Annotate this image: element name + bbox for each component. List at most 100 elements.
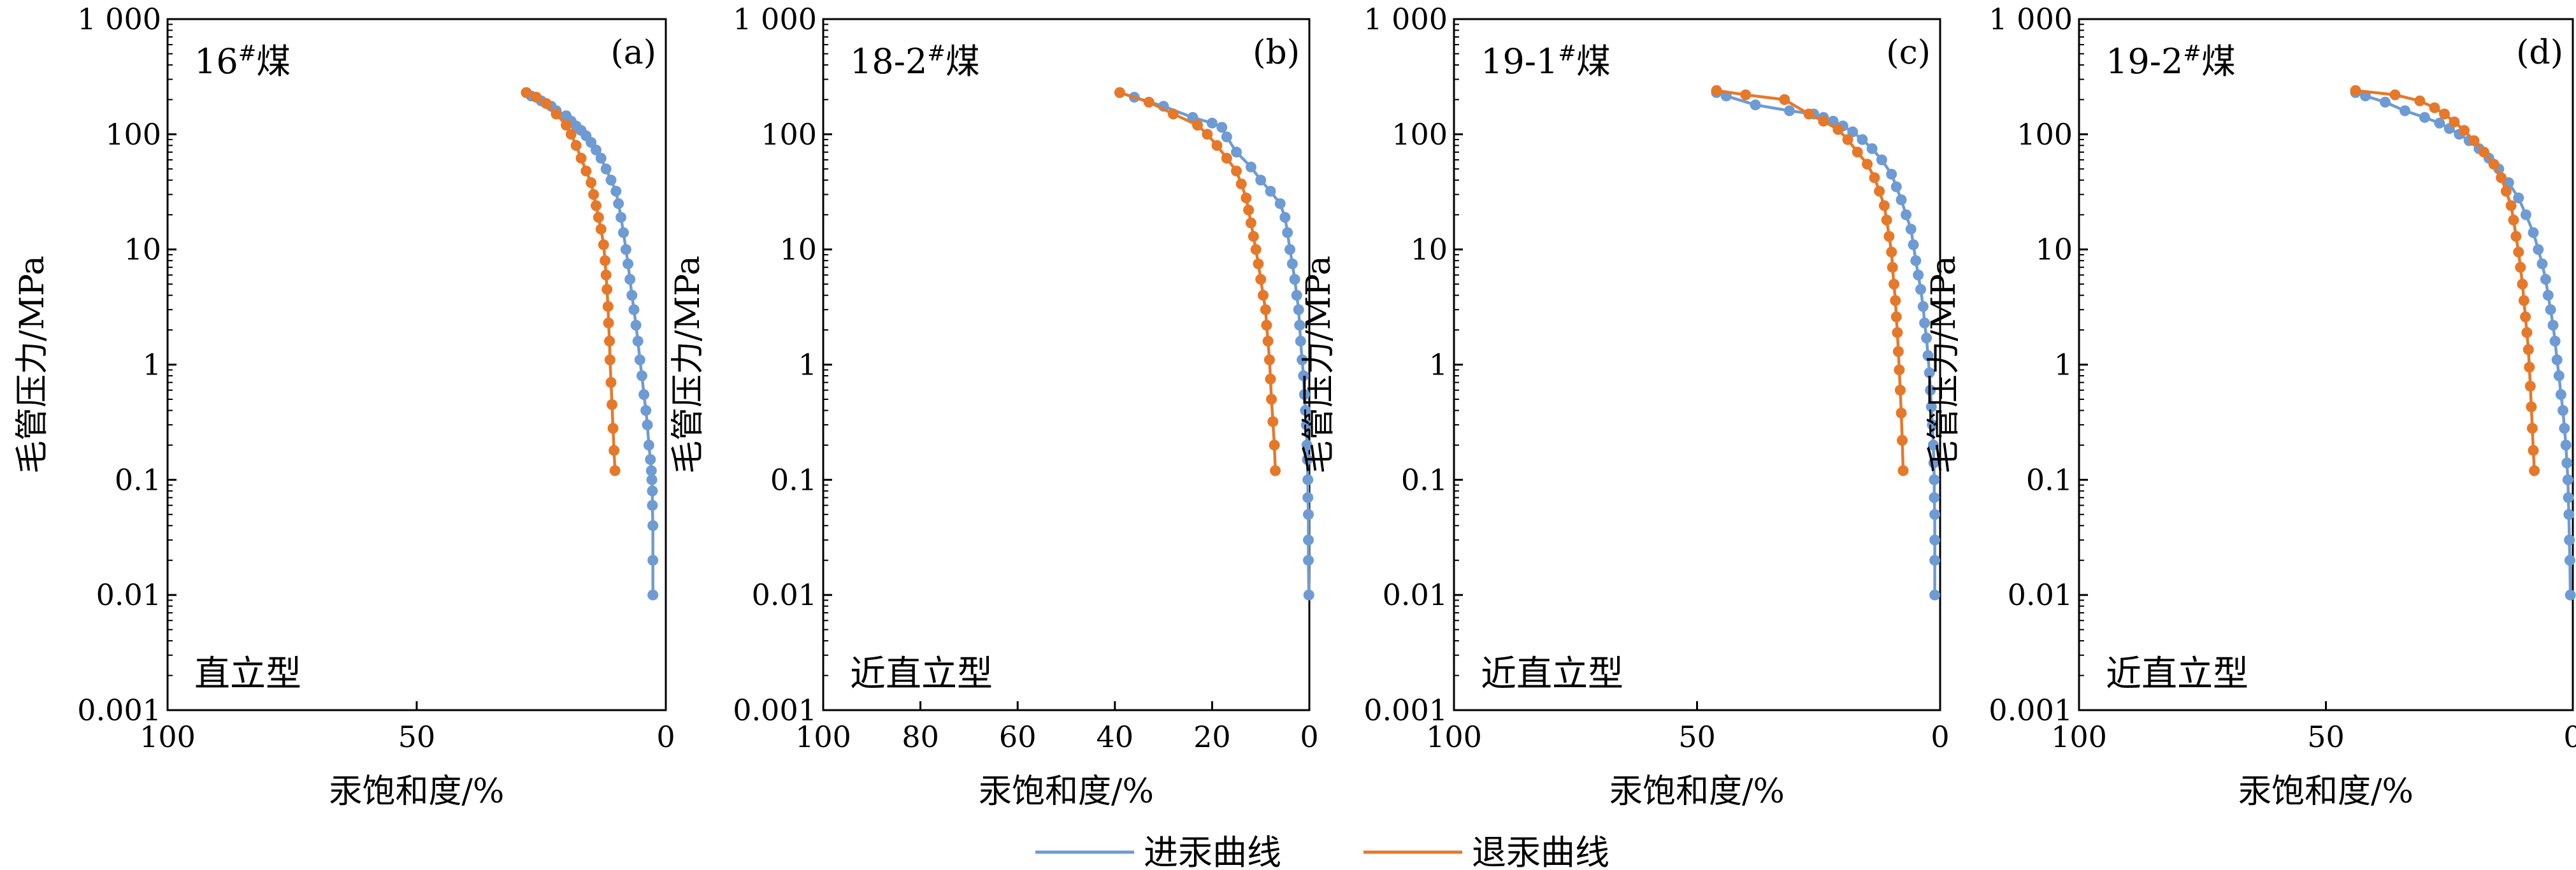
data-point xyxy=(1282,227,1293,238)
y-tick-label: 10 xyxy=(1410,232,1448,267)
data-point xyxy=(643,439,654,451)
data-point xyxy=(642,419,653,431)
data-point xyxy=(2529,465,2540,476)
data-point xyxy=(1897,465,1909,476)
data-point xyxy=(2528,227,2539,238)
data-point xyxy=(2350,85,2361,96)
plot-frame xyxy=(1453,18,1941,711)
data-point xyxy=(1890,311,1902,322)
coal-seam-label: 18-2#煤 xyxy=(850,41,980,82)
data-point xyxy=(1779,94,1790,105)
data-point xyxy=(624,274,636,285)
data-point xyxy=(607,423,619,434)
data-point xyxy=(2505,200,2517,211)
x-axis-label: 汞饱和度/% xyxy=(329,773,505,811)
curve-type-label: 近直立型 xyxy=(2106,653,2249,695)
data-point xyxy=(586,177,597,189)
y-tick-label: 0.1 xyxy=(770,462,817,497)
data-point xyxy=(1202,129,1213,140)
data-point xyxy=(1267,416,1279,427)
y-tick-label: 1 000 xyxy=(1364,2,1448,36)
y-tick-label: 0.001 xyxy=(1364,693,1448,727)
y-tick-label: 1 xyxy=(1429,348,1448,382)
series-line xyxy=(1716,91,1936,595)
data-point xyxy=(630,320,642,331)
y-tick-label: 0.001 xyxy=(1989,693,2073,727)
y-tick-label: 100 xyxy=(2017,117,2073,152)
y-tick-label: 1 000 xyxy=(1989,2,2073,36)
data-point xyxy=(1266,394,1277,405)
data-point xyxy=(1910,255,1922,266)
data-point xyxy=(1711,85,1722,96)
data-point xyxy=(1924,367,1935,378)
data-point xyxy=(2540,274,2551,285)
data-point xyxy=(2528,445,2539,456)
data-point xyxy=(1927,439,1939,451)
data-point xyxy=(1896,408,1907,418)
data-point xyxy=(645,454,656,465)
data-point xyxy=(626,290,638,301)
data-point xyxy=(2560,439,2572,451)
data-point xyxy=(1297,354,1308,366)
panel-letter: (c) xyxy=(1886,34,1931,72)
data-point xyxy=(1261,320,1272,331)
data-point xyxy=(1269,439,1280,451)
panel-letter: (a) xyxy=(610,34,656,72)
x-tick-label: 50 xyxy=(1678,720,1716,754)
data-point xyxy=(1869,172,1880,183)
panel-letter: (b) xyxy=(1253,34,1300,72)
data-point xyxy=(1221,152,1232,164)
data-point xyxy=(595,152,607,164)
data-point xyxy=(1167,108,1179,120)
data-point xyxy=(605,377,617,388)
data-point xyxy=(2434,117,2445,129)
data-point xyxy=(1866,143,1878,154)
data-point xyxy=(1192,120,1203,131)
data-point xyxy=(1250,244,1262,255)
data-point xyxy=(1289,274,1300,285)
data-point xyxy=(565,129,577,140)
data-point xyxy=(1231,166,1242,176)
data-point xyxy=(1231,146,1242,158)
data-point xyxy=(1905,224,1917,235)
data-point xyxy=(1300,405,1311,416)
data-point xyxy=(632,336,644,347)
coal-seam-label: 16#煤 xyxy=(194,41,291,82)
data-point xyxy=(1803,108,1815,120)
data-point xyxy=(1832,124,1844,135)
data-point xyxy=(2515,262,2526,273)
legend: 进汞曲线 退汞曲线 xyxy=(1035,832,1609,870)
series-line xyxy=(2355,91,2572,595)
y-tick-label: 0.1 xyxy=(1401,462,1448,497)
data-point xyxy=(1862,159,1873,170)
y-tick-label: 100 xyxy=(761,117,817,152)
x-tick-label: 80 xyxy=(902,720,939,754)
data-point xyxy=(2380,96,2391,108)
data-point xyxy=(634,354,645,366)
data-point xyxy=(2522,344,2534,355)
data-point xyxy=(638,389,650,400)
data-point xyxy=(1929,492,1940,503)
x-tick-label: 50 xyxy=(2307,720,2345,754)
data-point xyxy=(2400,105,2410,117)
data-point xyxy=(2468,135,2480,146)
y-axis-label: 毛管压力/MPa xyxy=(1925,255,1963,473)
data-point xyxy=(540,98,552,109)
data-point xyxy=(2429,102,2440,113)
series-extrusion xyxy=(521,87,621,476)
series-line xyxy=(2355,89,2536,471)
series-intrusion xyxy=(521,87,659,601)
data-point xyxy=(1890,181,1902,192)
data-point xyxy=(2526,423,2538,434)
data-point xyxy=(595,224,607,235)
y-tick-label: 10 xyxy=(779,232,817,267)
x-tick-label: 0 xyxy=(1931,720,1949,754)
data-point xyxy=(1917,301,1929,312)
x-tick-label: 0 xyxy=(656,720,675,754)
data-point xyxy=(1842,134,1853,145)
data-point xyxy=(620,244,631,255)
data-point xyxy=(2419,111,2430,123)
x-tick-label: 0 xyxy=(2563,720,2576,754)
data-point xyxy=(615,211,627,223)
data-point xyxy=(646,474,658,485)
